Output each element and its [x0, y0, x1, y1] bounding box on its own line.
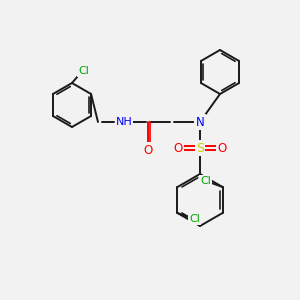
- Text: Cl: Cl: [200, 176, 211, 186]
- Text: O: O: [143, 143, 153, 157]
- Text: S: S: [196, 142, 204, 154]
- Text: O: O: [173, 142, 183, 154]
- Text: NH: NH: [116, 117, 132, 127]
- Text: N: N: [196, 116, 204, 128]
- Text: Cl: Cl: [189, 214, 200, 224]
- Text: O: O: [218, 142, 226, 154]
- Text: Cl: Cl: [79, 66, 89, 76]
